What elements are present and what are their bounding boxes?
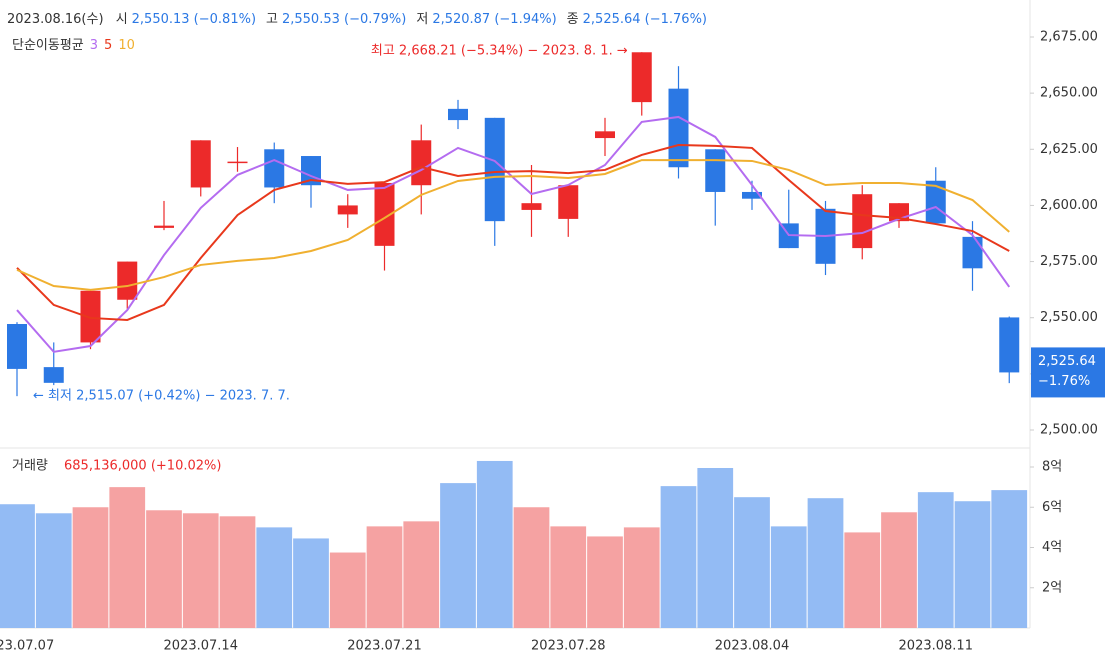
volume-bar xyxy=(219,516,256,628)
header-label: 시 xyxy=(115,12,128,27)
y-tick-label: 2,675.00 xyxy=(1040,30,1098,45)
x-tick-label: 2023.08.04 xyxy=(715,639,789,654)
volume-bar xyxy=(844,532,881,628)
volume-bar xyxy=(72,507,109,628)
header-value: 2,520.87 (−1.94%) xyxy=(432,12,557,27)
price-badge-change: −1.76% xyxy=(1038,374,1090,389)
header-value: 2,525.64 (−1.76%) xyxy=(582,12,707,27)
header-label: 종 xyxy=(566,12,579,27)
header-label: 저 xyxy=(416,12,429,27)
candle-body xyxy=(558,185,579,219)
volume-bar xyxy=(513,507,550,628)
candle-body xyxy=(337,205,358,215)
candle-body xyxy=(668,88,689,168)
volume-bar xyxy=(256,527,293,628)
volume-bar xyxy=(403,521,440,628)
volume-bar xyxy=(587,536,623,628)
volume-bar xyxy=(991,490,1028,628)
legend-entry: 10 xyxy=(118,38,135,53)
x-tick-label: 2023.07.28 xyxy=(531,639,605,654)
volume-bar xyxy=(697,468,734,628)
candle-body xyxy=(80,290,101,343)
candle-body xyxy=(264,149,285,188)
ma-line xyxy=(16,115,1011,353)
ma-line xyxy=(16,159,1010,291)
candle-body xyxy=(227,161,248,164)
price-badge xyxy=(1031,347,1105,398)
y-tick-label: 2,625.00 xyxy=(1040,142,1098,157)
volume-bar xyxy=(660,486,697,628)
volume-bar xyxy=(329,552,366,628)
y-tick-label: 2,650.00 xyxy=(1040,86,1098,101)
candle-body xyxy=(374,182,395,246)
volume-bar xyxy=(293,538,329,628)
volume-bar xyxy=(734,497,770,628)
candle-body xyxy=(521,203,542,210)
volume-bar xyxy=(954,501,991,628)
x-tick-label: 2023.07.14 xyxy=(164,639,238,654)
y-tick-label: 2,550.00 xyxy=(1040,310,1098,325)
legend: 단순이동평균 3 5 10 xyxy=(12,38,135,53)
candle-body xyxy=(411,140,432,186)
legend-title: 단순이동평균 xyxy=(12,38,84,53)
price-badge-value: 2,525.64 xyxy=(1038,354,1096,369)
candle-body xyxy=(962,236,983,269)
volume-bar xyxy=(35,513,72,628)
header-value: 2,550.13 (−0.81%) xyxy=(131,12,257,27)
volume-bar xyxy=(623,527,660,628)
y-tick-label: 2억 xyxy=(1042,580,1062,595)
x-tick-label: 2023.07.21 xyxy=(347,639,421,654)
volume-bar xyxy=(807,498,844,628)
candle-body xyxy=(631,52,652,103)
candle-body xyxy=(742,191,762,199)
header-value: 2,550.53 (−0.79%) xyxy=(281,12,407,27)
volume-bar xyxy=(476,460,513,628)
volume-bar xyxy=(182,513,219,628)
legend-entry: 3 xyxy=(90,38,98,53)
volume-subtitle: 685,136,000 (+10.02%) xyxy=(64,459,221,474)
high-annotation: 최고 2,668.21 (−5.34%) − 2023. 8. 1. → xyxy=(371,44,628,59)
y-tick-label: 4억 xyxy=(1042,540,1062,555)
x-tick-label: 2023.07.07 xyxy=(0,639,54,654)
volume-bar xyxy=(146,510,182,628)
volume-title: 거래량 xyxy=(12,459,48,474)
candle-body xyxy=(448,108,468,121)
candle-body xyxy=(852,194,873,249)
header: 2023.08.16(수) 시 2,550.13 (−0.81%) 고 2,550.5… xyxy=(7,8,717,27)
candle-body xyxy=(705,149,726,192)
volume-bar xyxy=(440,483,476,628)
volume-bar xyxy=(770,526,807,628)
candle-body xyxy=(154,225,174,228)
x-tick-label: 2023.08.11 xyxy=(899,639,973,654)
volume-bar xyxy=(0,504,35,628)
volume-bar xyxy=(366,526,403,628)
candle-body xyxy=(484,117,505,222)
header-date: 2023.08.16(수) xyxy=(7,12,104,27)
y-tick-label: 6억 xyxy=(1042,500,1062,515)
candle-body xyxy=(999,317,1020,373)
candle-body xyxy=(925,180,946,224)
candle-body xyxy=(7,324,27,369)
ma-line xyxy=(16,144,1010,321)
candle-body xyxy=(190,140,211,188)
candle-body xyxy=(43,367,64,383)
volume-bar xyxy=(881,512,917,628)
y-tick-label: 2,500.00 xyxy=(1040,423,1098,438)
volume-bar xyxy=(109,487,146,628)
low-annotation: ← 최저 2,515.07 (+0.42%) − 2023. 7. 7. xyxy=(33,389,290,404)
candle-body xyxy=(595,131,615,139)
volume-bar xyxy=(550,526,587,628)
y-tick-label: 8억 xyxy=(1042,460,1062,475)
y-tick-label: 2,600.00 xyxy=(1040,198,1098,213)
volume-bar xyxy=(917,492,954,628)
legend-entry: 5 xyxy=(104,38,112,53)
y-tick-label: 2,575.00 xyxy=(1040,254,1098,269)
header-label: 고 xyxy=(266,12,278,27)
candle-body xyxy=(117,261,138,300)
